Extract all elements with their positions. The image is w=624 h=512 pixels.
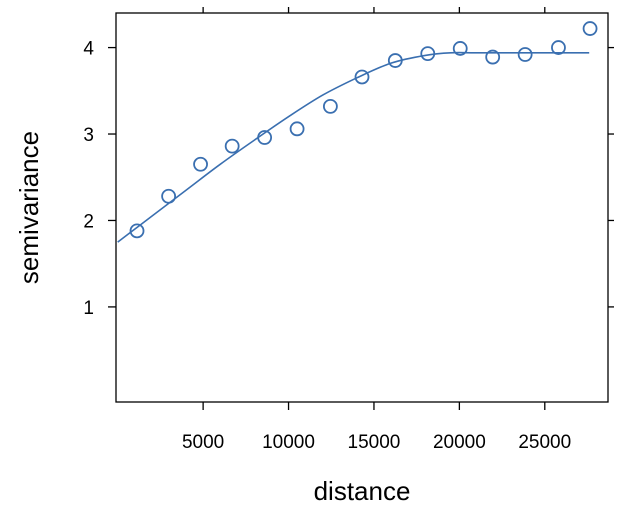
x-tick-label: 15000 [348,432,401,453]
x-tick-label: 10000 [262,432,315,453]
points-layer [129,21,598,239]
x-tick-label: 20000 [433,432,486,453]
plot-frame [115,12,609,403]
y-axis-label: semivariance [14,131,44,284]
data-point [161,188,177,204]
fitted-curve-layer [117,51,590,243]
fitted-model-line [117,51,590,243]
data-point [582,21,598,36]
data-point [322,98,338,114]
y-tick-label: 4 [83,39,94,60]
y-tick-label: 2 [83,211,94,232]
y-tick-label: 3 [83,125,94,146]
x-tick-label: 5000 [182,432,224,453]
x-tick-label: 25000 [518,432,571,453]
data-point [289,121,305,137]
data-point [420,46,436,62]
data-point [452,41,468,56]
data-point [551,40,566,55]
x-axis-label: distance [314,476,411,506]
data-point [257,130,273,145]
x-axis-ticks: 5000 10000 15000 20000 25000 [182,7,571,453]
y-tick-label: 1 [83,298,94,319]
data-point [387,53,403,68]
data-point [193,156,208,172]
data-point [485,49,501,65]
data-point [517,47,533,62]
data-point [224,138,240,154]
y-axis-ticks: 1 2 3 4 [83,39,614,319]
data-point [129,223,145,239]
data-point [354,69,370,85]
